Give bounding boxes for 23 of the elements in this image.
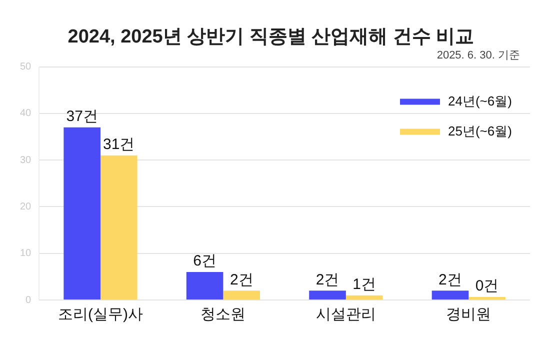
x-tick-label: 조리(실무)사: [58, 306, 143, 324]
x-tick-label: 시설관리: [316, 306, 376, 324]
legend-label: 24년(~6월): [448, 93, 512, 108]
data-label: 2건: [230, 271, 254, 288]
bar: [64, 127, 100, 300]
bar: [309, 290, 346, 300]
data-label: 6건: [193, 252, 216, 270]
data-label: 1건: [352, 276, 376, 293]
data-label: 31건: [103, 136, 135, 154]
data-label: 37건: [66, 108, 98, 126]
legend-label: 25년(~6월): [448, 123, 512, 138]
data-label: 2건: [438, 271, 462, 288]
data-label: 2건: [316, 271, 340, 288]
bar: [186, 272, 224, 300]
x-tick-label: 경비원: [446, 306, 492, 324]
bar: [346, 295, 383, 300]
x-tick-label: 청소원: [200, 306, 246, 324]
chart-title: 2024, 2025년 상반기 직종별 산업재해 건수 비교: [68, 26, 474, 48]
bar: [223, 290, 260, 300]
text: 2025. 6. 30. 기준: [436, 49, 520, 62]
data-label: 0건: [475, 278, 499, 295]
bar: [100, 155, 138, 300]
bar: [432, 290, 469, 300]
